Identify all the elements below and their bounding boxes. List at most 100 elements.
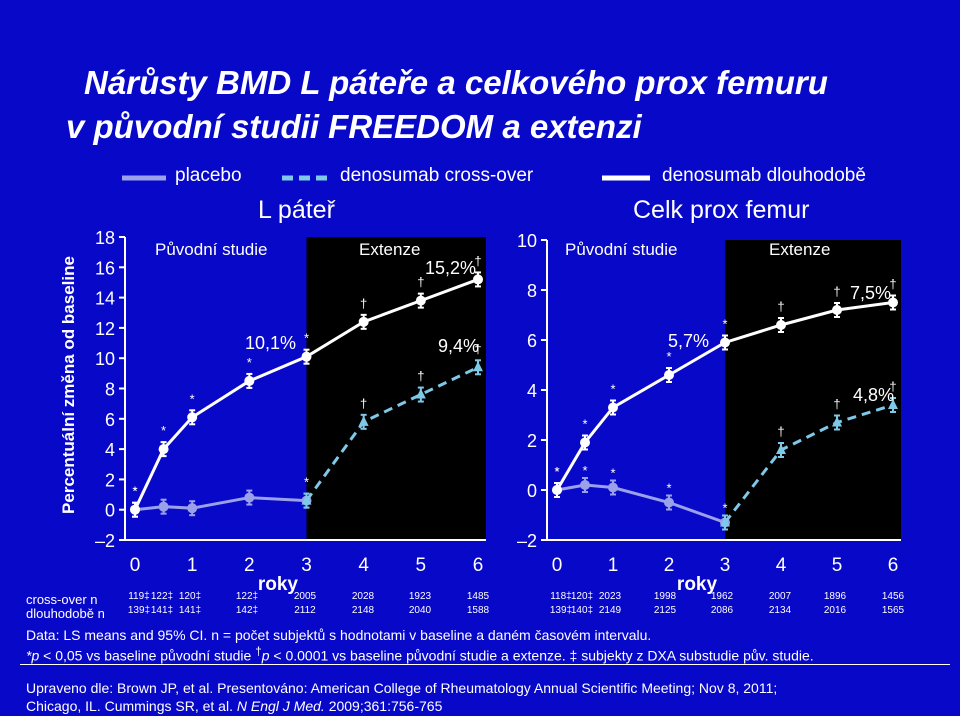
data-point-placebo [244,492,255,503]
n-longterm-value: 2112 [294,605,316,616]
percent-annotation: 4,8% [853,385,894,405]
y-tick-label: –2 [95,531,115,551]
n-crossover-value: 2023 [599,591,622,602]
n-longterm-value: 1588 [467,605,490,616]
significance-mark: * [554,464,559,479]
significance-mark: * [666,349,671,364]
series-line-denosumab-cross-over [305,365,479,502]
data-point-placebo [580,480,590,490]
significance-mark: † [889,379,896,394]
n-crossover-value: 118‡ [550,591,572,602]
n-longterm-value: 2016 [824,605,847,616]
n-longterm-value: 139‡ [128,605,150,616]
data-point-denosumab-cross-over [473,361,483,372]
y-tick-label: 14 [95,289,115,309]
significance-mark: † [474,341,481,356]
significance-mark: † [360,396,367,411]
y-tick-label: 6 [105,410,115,430]
significance-mark: * [247,355,252,370]
data-point-denosumab-dlouhodobě [473,274,483,285]
data-point-denosumab-dlouhodobě [301,351,312,362]
data-point-denosumab-dlouhodobě [358,316,369,327]
percent-annotation: 15,2% [425,258,476,278]
extension-panel-1 [725,240,901,540]
n-longterm-value: 2086 [711,605,734,616]
y-tick-label: 4 [527,381,537,401]
n-crossover-value: 120‡ [179,591,201,602]
x-tick-label: 0 [130,555,141,576]
significance-mark: † [777,424,784,439]
significance-mark: † [833,397,840,412]
data-point-denosumab-cross-over [415,388,426,399]
data-point-denosumab-cross-over [888,399,898,409]
data-point-denosumab-dlouhodobě [158,444,169,455]
note-sig-a: *p [26,647,40,664]
series-line-placebo [556,483,726,524]
n-crossover-value: 1923 [409,591,432,602]
y-tick-label: 10 [517,231,537,251]
data-point-denosumab-dlouhodobě [720,337,730,348]
series-line-denosumab-dlouhodobě [133,278,479,511]
data-point-denosumab-cross-over [720,516,730,527]
y-tick-label: 8 [527,281,537,301]
x-tick-label: 1 [187,555,198,576]
n-crossover-value: 122‡ [151,591,173,602]
note-sig-d: p [261,647,270,664]
x-tick-label: 5 [416,555,427,576]
x-tick-label: 6 [473,555,484,576]
significance-mark: * [132,484,137,499]
y-tick-label: 10 [95,349,115,369]
x-axis-label: roky [677,574,718,595]
percent-annotation: 7,5% [850,283,891,303]
slide-title-line1: Nárůsty BMD L páteře a celkového prox fe… [84,64,828,101]
y-tick-label: 16 [95,258,115,278]
significance-mark: * [304,475,309,490]
x-tick-label: 2 [664,555,675,576]
n-longterm-value: 2040 [409,605,432,616]
data-point-denosumab-dlouhodobě [776,320,786,330]
n-crossover-value: 122‡ [236,591,258,602]
n-longterm-value: 2148 [352,605,375,616]
legend-label-placebo: placebo [175,165,242,186]
significance-mark: † [360,296,367,311]
legend-label-longterm: denosumab dlouhodobě [662,165,866,186]
n-crossover-value: 2007 [769,591,792,602]
significance-mark: * [722,501,727,516]
data-point-denosumab-dlouhodobě [888,297,898,308]
significance-mark: † [417,275,424,290]
panel-title-femur: Celk prox femur [633,196,810,224]
note-source-a: Chicago, IL. Cummings SR, et al. [26,698,237,714]
n-longterm-value: 140‡ [571,605,593,616]
note-sig-e: < 0.0001 vs baseline původní studie a ex… [269,647,814,664]
significance-mark: * [610,382,615,397]
y-tick-label: –2 [517,531,537,551]
row-label-crossover: cross-over n [26,592,98,607]
significance-mark: † [833,284,840,299]
x-tick-label: 5 [832,555,843,576]
n-crossover-value: 1456 [882,591,905,602]
row-label-longterm: dlouhodobě n [26,606,105,621]
percent-annotation: 10,1% [245,333,296,353]
y-tick-label: 0 [527,481,537,501]
data-point-denosumab-cross-over [301,494,312,505]
y-tick-label: 18 [95,228,115,248]
data-point-denosumab-cross-over [832,416,842,427]
x-tick-label: 0 [552,555,563,576]
percent-annotation: 9,4% [438,336,479,356]
x-tick-label: 6 [888,555,899,576]
y-tick-label: 2 [527,431,537,451]
period-label: Extenze [769,240,830,259]
significance-mark: * [190,391,195,406]
note-source-b: N Engl J Med. [236,698,325,714]
significance-mark: * [582,463,587,478]
divider [20,664,950,665]
n-crossover-value: 1962 [711,591,734,602]
n-crossover-value: 2028 [352,591,375,602]
n-longterm-value: 1565 [882,605,905,616]
significance-mark: † [417,369,424,384]
data-point-denosumab-dlouhodobě [130,504,140,515]
series-line-denosumab-dlouhodobě [555,301,894,491]
n-crossover-value: 1998 [654,591,677,602]
